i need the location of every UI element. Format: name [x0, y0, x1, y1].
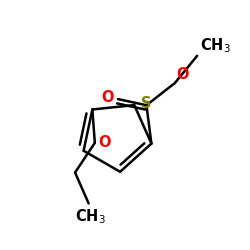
Text: CH$_3$: CH$_3$	[74, 207, 105, 226]
Text: O: O	[101, 90, 114, 105]
Text: S: S	[141, 96, 152, 110]
Text: CH$_3$: CH$_3$	[200, 36, 230, 54]
Text: O: O	[98, 135, 111, 150]
Text: O: O	[176, 67, 189, 82]
